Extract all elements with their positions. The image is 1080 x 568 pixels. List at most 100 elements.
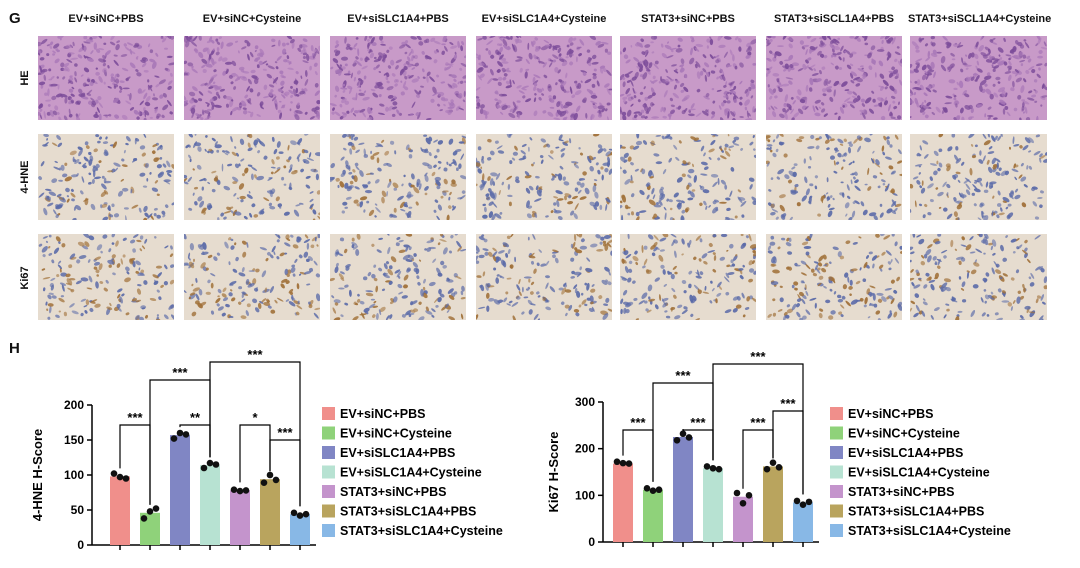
legend-swatch-3 [830,446,843,459]
col-label-2: EV+siNC+Cysteine [202,13,302,25]
micrograph-he-5 [620,36,756,120]
significance-bracket [239,424,271,483]
micrograph-he-4 [476,36,612,120]
row-label-ki67: Ki67 [19,266,31,290]
micrograph-he-7 [910,36,1047,120]
legend-swatch-3 [322,446,335,459]
legend-label-1: EV+siNC+PBS [848,407,933,421]
data-point [619,459,627,467]
data-point [242,487,250,494]
data-point [649,487,657,494]
col-label-4: EV+siSLC1A4+Cysteine [481,13,607,25]
data-point [793,497,801,505]
legend-label-2: EV+siNC+Cysteine [848,427,960,441]
col-label-3: EV+siSLC1A4+PBS [347,13,449,25]
bar-2 [643,489,663,542]
data-point [655,486,663,494]
col-label-6: STAT3+siSCL1A4+PBS [773,13,895,25]
y-tick-label: 100 [64,468,84,482]
data-point [296,512,304,519]
micrograph-4-hne-6 [766,134,902,220]
y-tick-label: 0 [588,535,595,549]
legend-swatch-7 [830,524,843,537]
micrograph-4-hne-1 [38,134,174,220]
y-tick-label: 0 [77,538,84,552]
legend-swatch-4 [830,465,843,479]
data-point [146,508,154,515]
y-tick-label: 300 [575,395,595,409]
y-tick-label: 50 [71,503,85,517]
significance-label: ** [190,410,201,425]
bar-7 [290,514,310,545]
panel-letter-g: G [9,10,21,27]
data-point [170,435,178,442]
significance-bracket [209,361,301,507]
legend-label-4: EV+siSLC1A4+Cysteine [340,466,482,480]
significance-bracket [712,363,804,495]
data-point [679,430,687,438]
data-point [775,464,783,471]
chart-2: 0 100 200 300 Ki67 H-Score *** *** *** *** *** ***… [546,349,1011,549]
micrograph-ki67-1 [38,234,174,320]
legend-label-1: EV+siNC+PBS [340,407,425,421]
legend-label-3: EV+siSLC1A4+PBS [848,446,963,460]
data-point [230,486,238,493]
row-label-he: HE [19,70,31,86]
data-point [685,434,693,441]
significance-label: *** [780,396,796,411]
data-point [212,461,220,468]
data-point [625,460,633,467]
data-point [643,485,651,492]
data-point [200,464,208,472]
significance-label: *** [750,349,766,364]
micrograph-ki67-3 [330,234,466,320]
micrograph-4-hne-2 [184,134,320,220]
significance-label: *** [172,365,188,380]
data-point [733,489,741,497]
data-point [122,475,130,482]
micrograph-4-hne-4 [476,134,612,220]
legend-label-4: EV+siSLC1A4+Cysteine [848,466,990,480]
bar-1 [613,463,633,542]
legend-swatch-5 [322,485,335,498]
legend-label-6: STAT3+siSLC1A4+PBS [848,505,984,519]
data-point [805,498,813,506]
bar-3 [170,435,190,545]
data-point [715,465,723,473]
legend-swatch-4 [322,465,335,479]
micrograph-4-hne-7 [910,134,1047,220]
micrograph-ki67-4 [476,234,612,320]
col-label-1: EV+siNC+PBS [68,13,144,25]
col-label-7: STAT3+siSCL1A4+Cysteine [908,13,1052,25]
row-label-4hne: 4-HNE [19,160,31,194]
data-point [290,509,298,517]
micrograph-ki67-5 [620,234,756,320]
legend-swatch-5 [830,485,843,498]
bar-6 [763,466,783,542]
legend-label-7: STAT3+siSLC1A4+Cysteine [340,524,503,538]
y-tick-label: 200 [575,442,595,456]
data-point [116,473,124,481]
legend-swatch-1 [830,407,843,420]
data-point [613,458,621,466]
y-tick-label: 200 [64,398,84,412]
bar-5 [230,490,250,545]
legend-swatch-1 [322,407,335,420]
data-point [799,501,807,508]
legend-label-5: STAT3+siNC+PBS [848,485,955,499]
data-point [739,499,747,507]
data-point [673,436,681,444]
bar-charts: 0 50 100 150 200 4-HNE H-Score *** ** * *** *** ***… [0,340,1080,563]
data-point [176,429,184,437]
legend-label-7: STAT3+siSLC1A4+Cysteine [848,524,1011,538]
legend-swatch-6 [322,504,335,518]
micrograph-ki67-6 [766,234,902,320]
data-point [236,487,244,495]
data-point [709,464,717,472]
bar-5 [733,496,753,542]
legend-swatch-2 [322,426,335,440]
legend-swatch-7 [322,524,335,537]
legend-label-2: EV+siNC+Cysteine [340,427,452,441]
legend-label-3: EV+siSLC1A4+PBS [340,446,455,460]
data-point [745,492,753,499]
